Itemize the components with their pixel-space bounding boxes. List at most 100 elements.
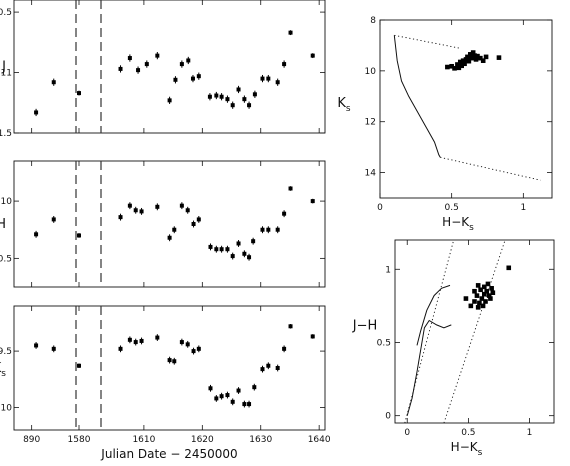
data-point — [236, 87, 241, 92]
ccd-frame — [394, 239, 555, 424]
data-point — [282, 346, 287, 351]
data-point — [468, 52, 473, 57]
data-point — [463, 296, 469, 301]
data-point — [460, 58, 466, 63]
data-point — [225, 97, 230, 102]
data-point — [214, 93, 219, 98]
data-point — [275, 80, 280, 85]
y-tick-label: 9.5 — [0, 347, 12, 357]
data-point — [260, 76, 265, 81]
data-point — [191, 222, 196, 226]
data-point — [470, 50, 476, 55]
data-point — [34, 110, 39, 115]
data-point — [275, 366, 280, 370]
data-point — [196, 217, 201, 222]
data-point — [236, 388, 241, 393]
data-point — [310, 334, 315, 339]
data-point — [468, 303, 474, 309]
cmd-x-axis-label-main: H−K — [442, 215, 470, 229]
data-point — [242, 97, 247, 102]
data-point — [478, 287, 483, 293]
data-point — [219, 247, 224, 252]
lc_h-y-axis-label: H — [0, 217, 6, 232]
data-point — [179, 340, 184, 345]
light-curve-j-panel: 10.5 11 11.5 J — [0, 0, 326, 139]
data-point — [465, 54, 470, 60]
reddening-vector-line — [394, 34, 459, 49]
x-tick-label: 1610 — [132, 435, 155, 445]
lc_j-y-axis-label-main: J — [1, 60, 6, 75]
data-point — [127, 203, 132, 208]
data-point — [219, 94, 224, 99]
data-point — [472, 288, 477, 294]
light-curve-ks-panel: 9.5 10 890 1580 1610 1620 1630 1640 Ks Julian Dat… — [0, 305, 331, 461]
data-point — [118, 215, 123, 220]
data-point — [481, 284, 487, 290]
data-point — [155, 204, 160, 209]
x-tick-label: 1630 — [249, 435, 272, 445]
data-point — [252, 385, 257, 390]
data-point — [136, 68, 141, 73]
data-point — [477, 300, 482, 306]
y-tick-label: 11.5 — [0, 129, 12, 139]
y-tick-label: 12 — [365, 118, 376, 128]
reddening-vector-line — [404, 239, 455, 424]
data-point — [475, 305, 481, 310]
data-point — [51, 80, 56, 85]
y-tick-label: 1 — [385, 265, 391, 275]
data-point — [185, 208, 190, 213]
data-point — [251, 239, 256, 244]
data-point — [172, 227, 177, 232]
data-point — [260, 227, 265, 232]
data-point — [479, 296, 485, 301]
data-point — [485, 281, 491, 287]
x-tick-label: 1640 — [308, 435, 331, 445]
data-point — [77, 233, 81, 238]
data-point — [139, 209, 144, 214]
data-point — [196, 74, 201, 79]
data-point — [167, 98, 172, 103]
data-point — [288, 324, 293, 329]
data-point — [155, 53, 160, 58]
x-tick-label: 0.5 — [445, 203, 459, 213]
data-point — [51, 346, 56, 351]
cmd-x-axis-label-subscript: s — [469, 223, 474, 233]
data-point — [480, 58, 486, 63]
reddening-vector-line — [443, 239, 506, 424]
cmd-y-axis-label-main: K — [337, 96, 346, 111]
data-point — [282, 211, 287, 216]
data-point — [118, 66, 123, 71]
data-point — [474, 293, 480, 298]
data-point — [266, 363, 271, 368]
data-point — [196, 346, 201, 351]
data-point — [457, 59, 463, 65]
cmd-frame — [379, 19, 553, 199]
data-point — [260, 367, 265, 372]
ccd-y-axis-label: J−H — [352, 319, 378, 334]
data-point — [478, 55, 483, 61]
x-axis-title: Julian Date − 2450000 — [100, 447, 237, 461]
data-point — [190, 76, 195, 81]
y-tick-label: 14 — [365, 169, 377, 179]
data-point — [475, 53, 480, 59]
data-point — [455, 62, 460, 67]
data-point — [127, 56, 132, 61]
data-point — [230, 103, 235, 108]
cmd-x-axis-label: H−Ks — [442, 215, 474, 233]
data-point — [488, 296, 493, 301]
light-curve-h-panel: 10 10.5 H — [0, 160, 326, 288]
y-tick-label: 10 — [1, 197, 13, 207]
data-point — [445, 64, 450, 70]
data-point — [247, 103, 252, 108]
sequence-track-line — [393, 35, 441, 158]
data-point — [483, 54, 489, 60]
lc_ks-y-axis-label-subscript: s — [1, 369, 6, 379]
data-point — [472, 299, 477, 304]
data-point — [172, 359, 177, 364]
y-tick-label: 10.5 — [0, 254, 12, 264]
data-point — [208, 386, 213, 391]
data-point — [310, 199, 315, 204]
lc_h-frame — [13, 160, 326, 288]
data-point — [225, 393, 230, 398]
